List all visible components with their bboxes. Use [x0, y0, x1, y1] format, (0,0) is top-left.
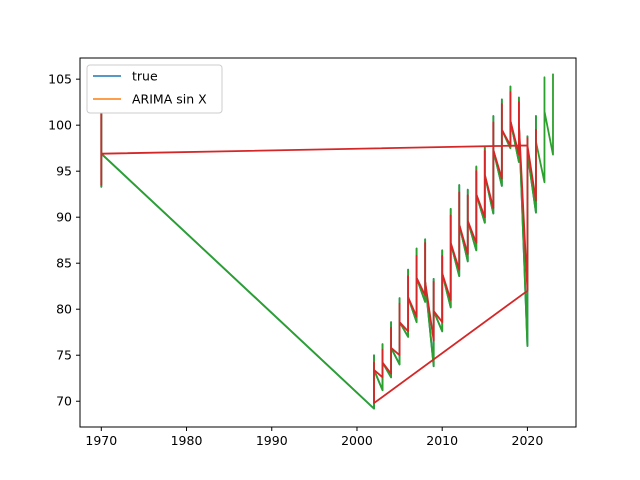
x-tick-label: 1980	[171, 433, 203, 448]
y-tick-label: 85	[56, 256, 72, 271]
y-axis: 70 75 80 85 90 95 100 105	[48, 72, 80, 409]
axes-frame	[79, 57, 577, 428]
x-tick-label: 1990	[256, 433, 288, 448]
x-tick-label: 2010	[426, 433, 458, 448]
x-axis: 1970 1980 1990 2000 2010 2020	[85, 427, 543, 448]
y-tick-label: 70	[56, 394, 72, 409]
y-tick-label: 100	[48, 118, 72, 133]
y-tick-label: 75	[56, 348, 72, 363]
x-tick-label: 2000	[341, 433, 373, 448]
legend-label-true: true	[132, 69, 158, 84]
y-tick-label: 90	[56, 210, 72, 225]
x-tick-label: 1970	[85, 433, 117, 448]
y-tick-label: 105	[48, 72, 72, 87]
legend: true ARIMA sin X	[86, 64, 223, 114]
legend-label-arima: ARIMA sin X	[132, 92, 207, 107]
plot-area	[100, 73, 554, 410]
legend-box	[86, 64, 223, 114]
y-tick-label: 80	[56, 302, 72, 317]
series-line-2	[100, 91, 537, 404]
x-tick-label: 2020	[512, 433, 544, 448]
y-tick-label: 95	[56, 164, 72, 179]
